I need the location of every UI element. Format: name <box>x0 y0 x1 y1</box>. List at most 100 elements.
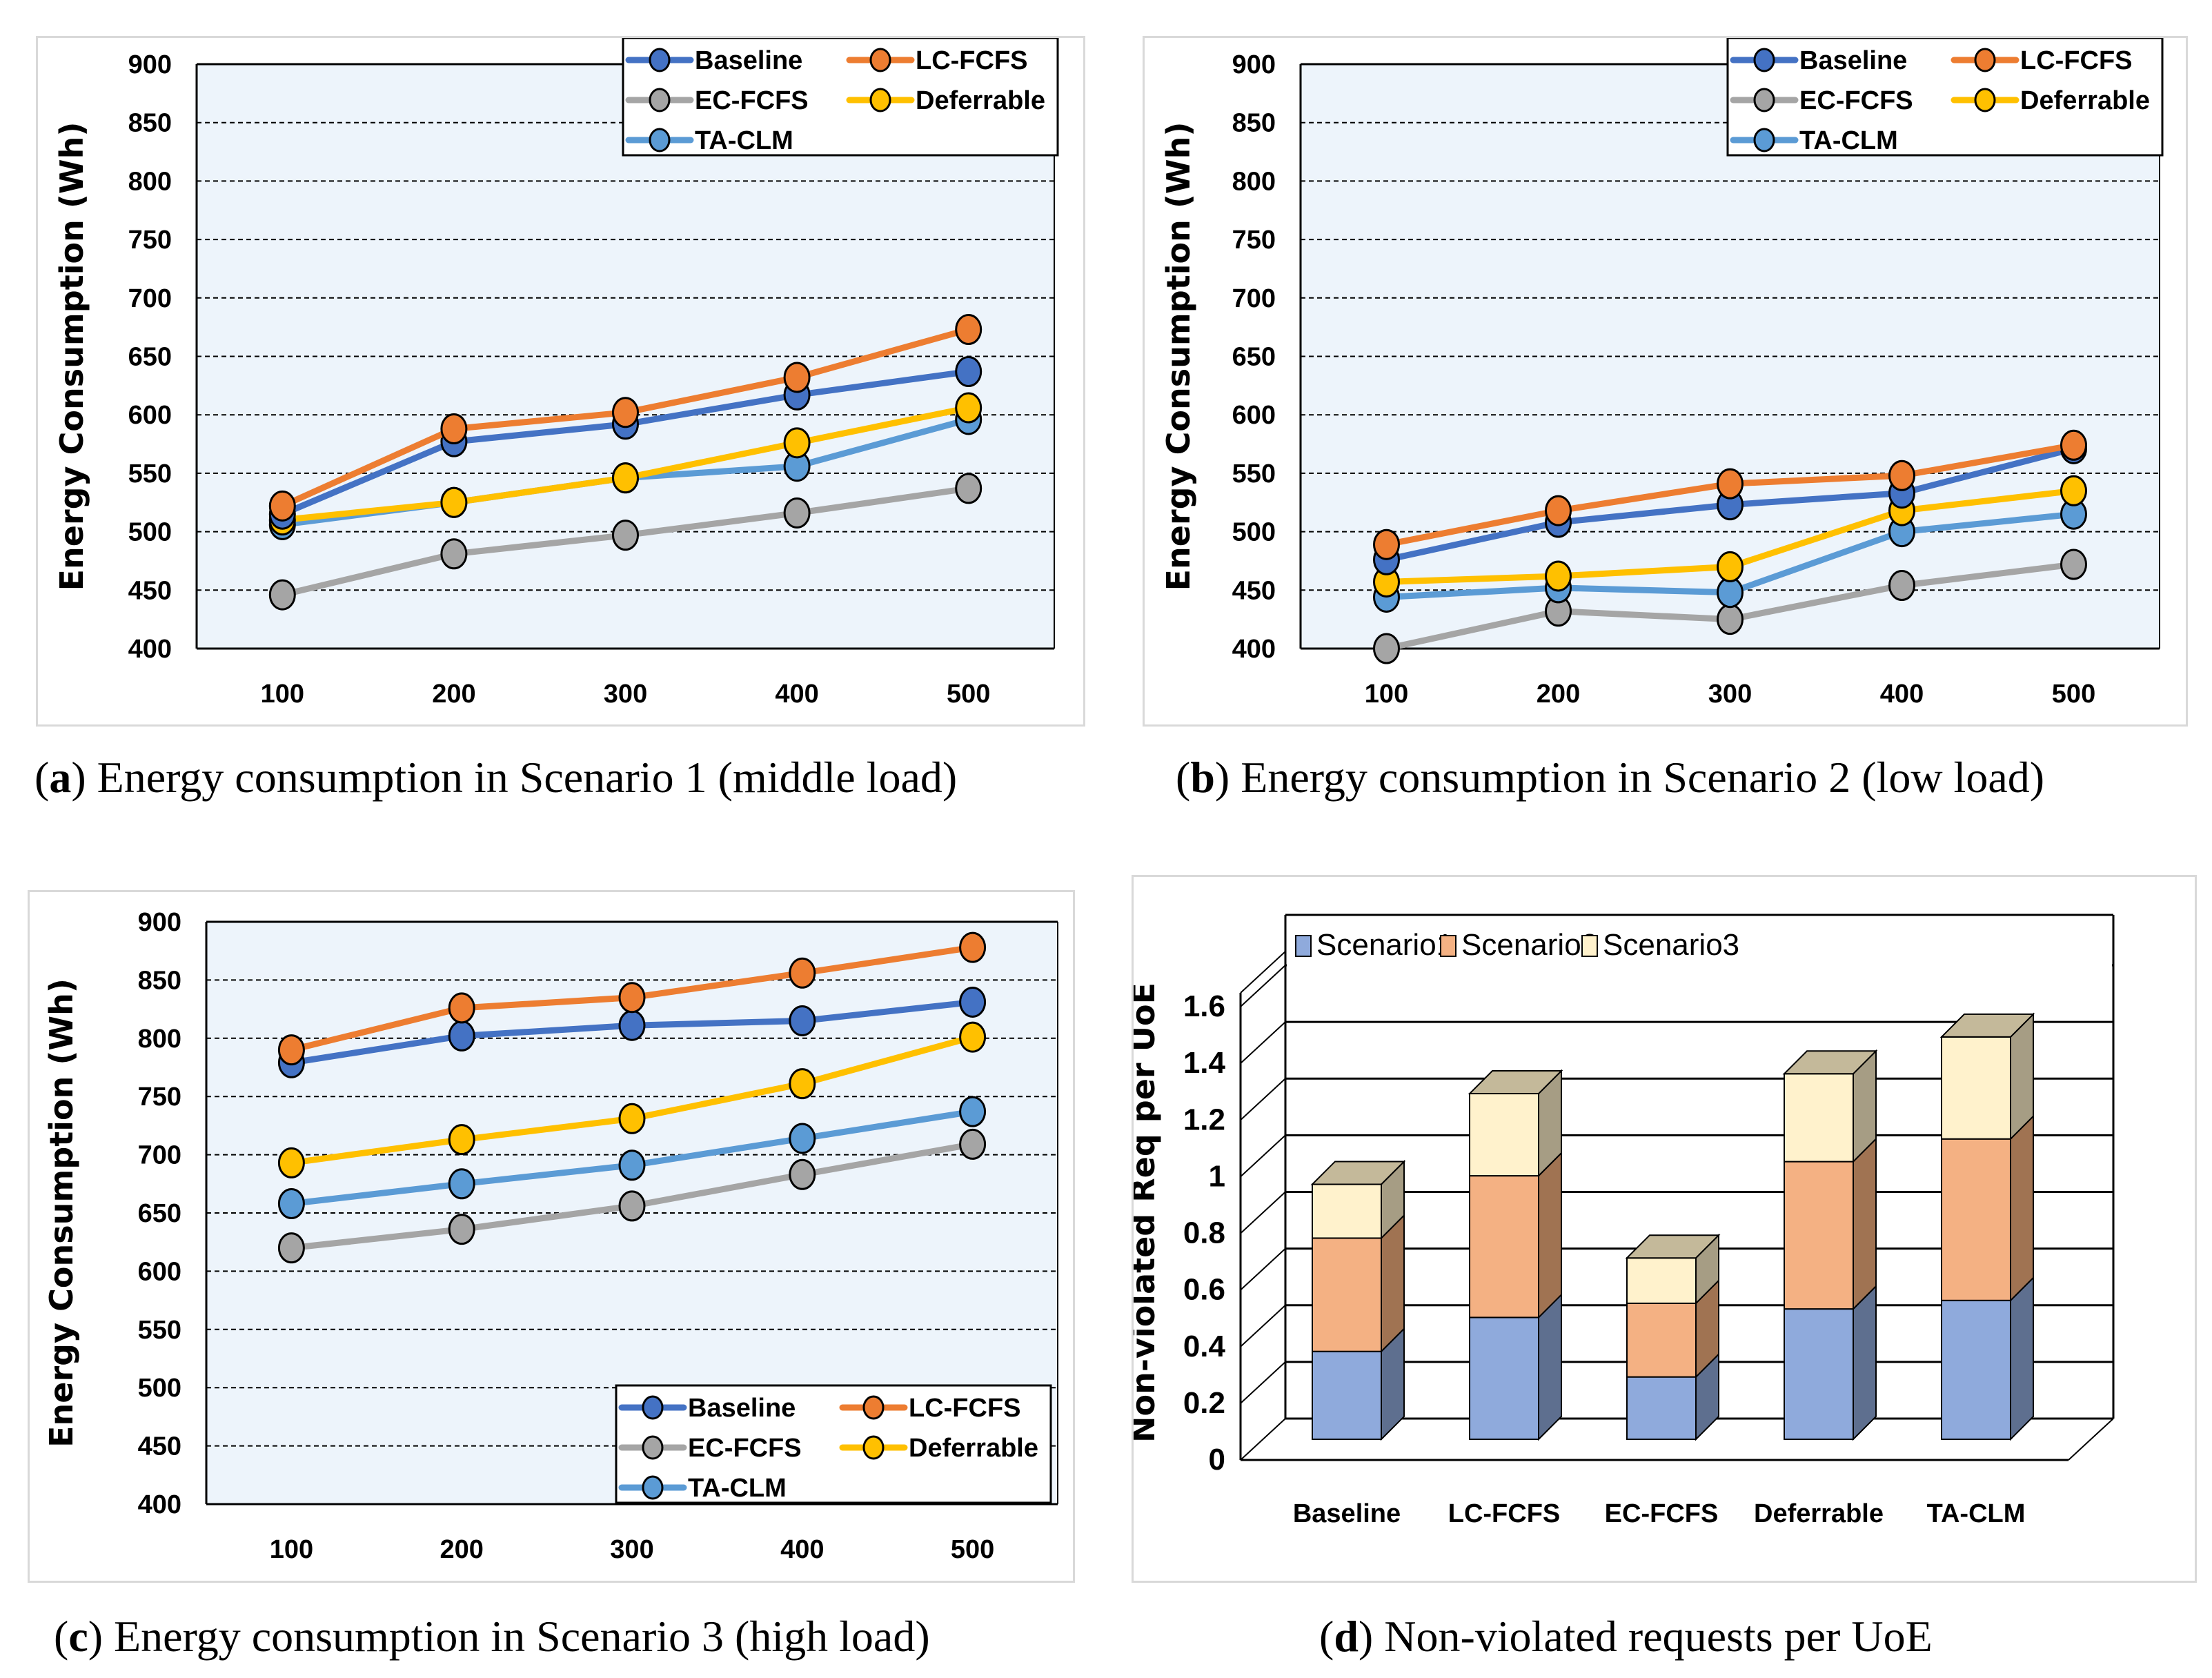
bar-segment-scenario3 <box>1784 1073 1854 1163</box>
x-tick-label: EC-FCFS <box>1605 1499 1719 1528</box>
data-point-baseline <box>955 356 982 388</box>
bar-side-scenario2 <box>1538 1151 1562 1319</box>
y-tick-label: 1.4 <box>1183 1046 1226 1080</box>
y-tick-label: 700 <box>138 1141 181 1170</box>
caption-a-text: Energy consumption in Scenario 1 (middle… <box>86 753 958 802</box>
legend-label-ta-clm: TA-CLM <box>688 1474 787 1503</box>
data-point-deferrable <box>612 462 639 494</box>
bar-side-scenario2 <box>1381 1214 1405 1354</box>
side-wall-gridline <box>1240 1418 1286 1461</box>
legend-box <box>1726 38 2164 157</box>
y-tick-label: 900 <box>128 50 172 79</box>
data-point-deferrable <box>783 427 811 459</box>
y-tick-label: 500 <box>1232 518 1276 547</box>
legend-label-baseline: Baseline <box>695 46 802 75</box>
legend-marker-ta-clm <box>1753 128 1775 152</box>
data-point-ec-fcfs <box>612 520 639 551</box>
data-point-ec-fcfs <box>448 1214 475 1245</box>
y-tick-label: 800 <box>128 167 172 196</box>
y-tick-label: 450 <box>128 576 172 605</box>
y-tick-label: 650 <box>138 1199 181 1228</box>
data-point-deferrable <box>277 1147 305 1178</box>
legend-marker-deferrable <box>862 1435 885 1460</box>
x-tick-label: 100 <box>1365 680 1408 709</box>
legend-label-ec-fcfs: EC-FCFS <box>688 1434 802 1463</box>
y-tick-label: 800 <box>138 1025 181 1054</box>
data-point-ec-fcfs <box>618 1190 646 1222</box>
data-point-ec-fcfs <box>783 497 811 529</box>
bar-segment-scenario3 <box>1626 1257 1697 1304</box>
legend-box <box>622 38 1059 157</box>
y-tick-label: 400 <box>128 635 172 664</box>
data-point-ec-fcfs <box>955 473 982 504</box>
bar-segment-scenario1 <box>1312 1350 1382 1440</box>
legend-label-lc-fcfs: LC-FCFS <box>2020 46 2133 75</box>
bar-segment-scenario3 <box>1469 1093 1539 1177</box>
y-tick-label: 750 <box>138 1083 181 1112</box>
x-tick-label: 100 <box>261 680 304 709</box>
data-point-baseline <box>448 1020 475 1052</box>
data-point-lc-fcfs <box>618 982 646 1014</box>
y-tick-label: 450 <box>138 1432 181 1461</box>
data-point-lc-fcfs <box>440 413 468 445</box>
y-tick-label: 1 <box>1209 1159 1225 1193</box>
data-point-deferrable <box>440 486 468 518</box>
side-wall-gridline <box>1240 1247 1286 1291</box>
x-tick-label: 500 <box>951 1535 994 1564</box>
caption-c-text: Energy consumption in Scenario 3 (high l… <box>103 1612 930 1661</box>
legend: Baseline LC-FCFS EC-FCFS Deferrable TA-CLM <box>1726 38 2164 157</box>
side-wall-gridline <box>1240 965 1286 1007</box>
y-tick-label: 600 <box>1232 401 1276 430</box>
data-point-ec-fcfs <box>1373 633 1400 664</box>
y-tick-label: 0.2 <box>1183 1386 1225 1420</box>
y-tick-label: 400 <box>138 1490 181 1519</box>
legend-marker-lc-fcfs <box>862 1395 885 1420</box>
bar-segment-scenario1 <box>1469 1316 1539 1441</box>
caption-c: (c) Energy consumption in Scenario 3 (hi… <box>54 1612 930 1661</box>
data-point-baseline <box>618 1009 646 1041</box>
data-point-ec-fcfs <box>277 1232 305 1264</box>
legend-swatch-scenario2 <box>1440 935 1456 957</box>
x-tick-label: 200 <box>440 1535 483 1564</box>
data-point-ta-clm <box>277 1187 305 1219</box>
data-point-ec-fcfs <box>1888 570 1915 602</box>
bar-segment-scenario3 <box>1941 1036 2011 1140</box>
x-tick-label: 300 <box>604 680 647 709</box>
bar-segment-scenario3 <box>1312 1183 1382 1239</box>
chart-a: 400 450 500 550 600 650 700 750 800 850 900 100 200 3… <box>53 38 1059 709</box>
legend-label-scenario1: Scenario1 <box>1316 928 1453 962</box>
legend-box <box>1287 916 2112 980</box>
legend: Baseline LC-FCFS EC-FCFS Deferrable TA-CLM <box>622 38 1059 157</box>
data-point-deferrable <box>618 1103 646 1134</box>
y-tick-label: 750 <box>1232 226 1276 255</box>
y-tick-label: 650 <box>128 343 172 372</box>
bar-top <box>1310 1161 1406 1185</box>
caption-d-letter: d <box>1334 1612 1359 1661</box>
x-tick-label: 100 <box>270 1535 313 1564</box>
data-point-ta-clm <box>618 1149 646 1181</box>
legend-marker-deferrable <box>1974 88 1996 112</box>
bar-segment-scenario1 <box>1941 1299 2011 1441</box>
x-tick-label: LC-FCFS <box>1448 1499 1561 1528</box>
bar-segment-scenario1 <box>1626 1376 1697 1440</box>
bar-segment-scenario2 <box>1784 1161 1854 1310</box>
y-axis-label: Energy Consumption (Wh) <box>1160 122 1197 591</box>
bar-segment-scenario2 <box>1626 1302 1697 1378</box>
data-point-lc-fcfs <box>612 397 639 428</box>
y-tick-label: 600 <box>138 1257 181 1286</box>
x-tick-label: 300 <box>1708 680 1752 709</box>
legend-label-deferrable: Deferrable <box>916 86 1045 115</box>
y-tick-label: 800 <box>1232 167 1276 196</box>
data-point-deferrable <box>959 1021 987 1053</box>
y-tick-label: 850 <box>138 966 181 995</box>
floor-right-edge <box>2068 1418 2114 1461</box>
legend-box <box>615 1384 1052 1504</box>
bar-segment-scenario2 <box>1941 1138 2011 1301</box>
y-tick-label: 400 <box>1232 635 1276 664</box>
x-tick-label: 300 <box>610 1535 653 1564</box>
data-point-lc-fcfs <box>789 957 816 989</box>
data-point-ta-clm <box>959 1096 987 1127</box>
legend-marker-deferrable <box>869 88 891 112</box>
legend-marker-ec-fcfs <box>649 88 671 112</box>
